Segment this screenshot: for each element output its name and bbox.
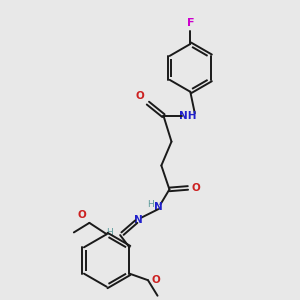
Text: O: O [136,91,144,101]
Text: H: H [147,200,154,209]
Text: N: N [134,215,143,225]
Text: O: O [191,183,200,193]
Text: H: H [106,228,113,237]
Text: N: N [154,202,163,212]
Text: NH: NH [179,111,197,121]
Text: O: O [152,275,160,285]
Text: O: O [77,211,86,220]
Text: F: F [187,19,194,28]
